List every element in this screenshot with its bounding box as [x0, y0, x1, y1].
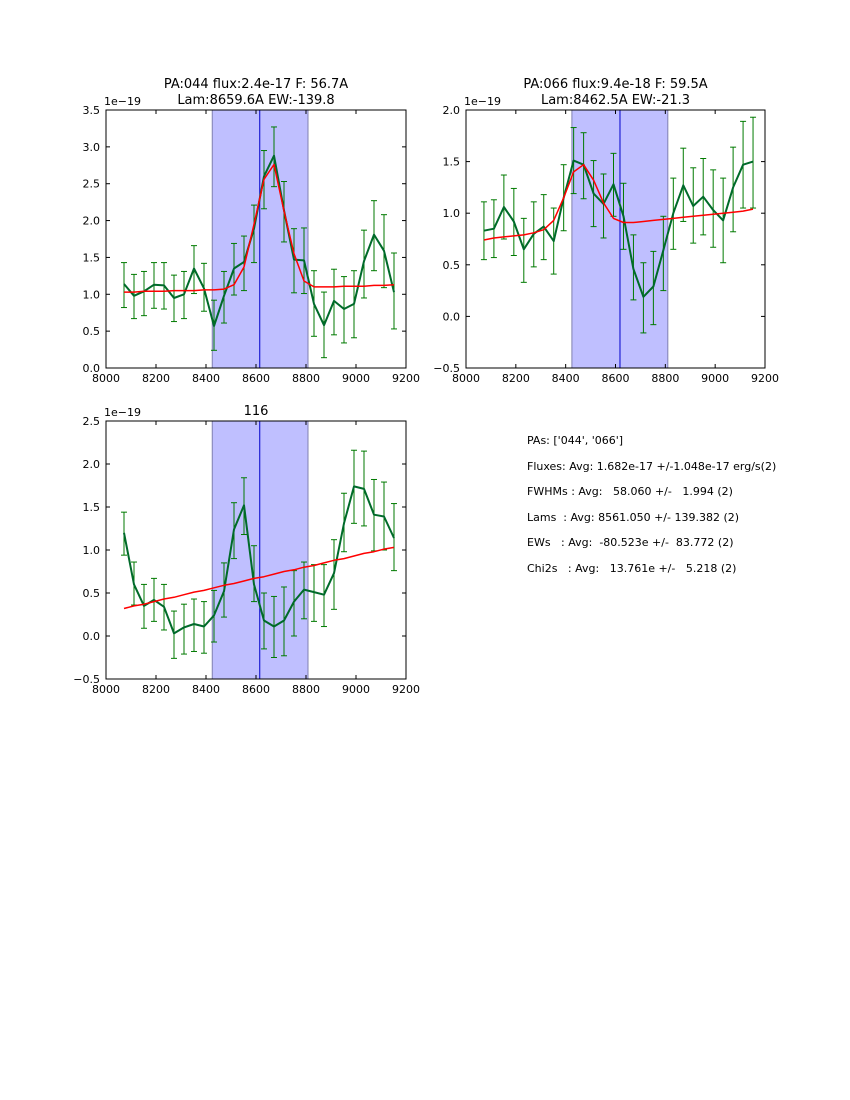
stats-fluxes: Fluxes: Avg: 1.682e-17 +/-1.048e-17 erg/…	[527, 459, 777, 473]
series-flux-line	[123, 485, 395, 635]
x-tick-label: 8600	[602, 372, 630, 385]
stats-chi2s: Chi2s : Avg: 13.761e +/- 5.218 (2)	[527, 561, 737, 575]
y-tick-label: 1.5	[83, 501, 101, 514]
error-bar	[600, 173, 607, 239]
stats-ews: EWs : Avg: -80.523e +/- 83.772 (2)	[527, 536, 734, 550]
x-tick-label: 9000	[342, 372, 370, 385]
y-tick-label: 1.0	[83, 544, 101, 557]
error-bar	[291, 228, 297, 294]
x-tick-label: 8800	[292, 683, 320, 696]
y-tick-label: 3.5	[83, 104, 101, 117]
y-tick-label: 0.0	[83, 362, 101, 375]
error-bar	[251, 204, 257, 264]
series-flux-line	[483, 159, 754, 298]
x-tick-label: 8400	[192, 683, 220, 696]
y-tick-label: 0.0	[83, 630, 101, 643]
y-tick-label: 2.5	[83, 415, 101, 428]
x-tick-label: 8200	[502, 372, 530, 385]
x-tick-label: 8000	[92, 372, 120, 385]
x-tick-label: 9200	[392, 683, 420, 696]
chart-title: Lam:8659.6A EW:-139.8	[177, 93, 334, 108]
chart-title: PA:044 flux:2.4e-17 F: 56.7A	[164, 77, 348, 92]
x-tick-label: 8400	[552, 372, 580, 385]
x-tick-label: 8000	[452, 372, 480, 385]
y-tick-label: 2.0	[443, 104, 461, 117]
stats-summary: PAs: ['044', '066'] Fluxes: Avg: 1.682e-…	[527, 434, 776, 588]
y-tick-label: 1.5	[443, 156, 461, 169]
y-tick-label: 0.5	[83, 587, 101, 600]
error-bar	[640, 262, 647, 334]
stats-lams: Lams : Avg: 8561.050 +/- 139.382 (2)	[527, 510, 740, 524]
y-tick-label: 0.0	[443, 310, 461, 323]
y-tick-label: 2.5	[83, 178, 101, 191]
chart-3: 8000 8200 8400 8600 8800 9000 9200 −0.5 0.0 0.5 1.…	[73, 404, 420, 696]
y-tick-label: 1.0	[83, 288, 101, 301]
y-offset-label: 1e−19	[104, 95, 141, 108]
series-fit-line	[124, 163, 395, 293]
y-tick-label: 1.0	[443, 207, 461, 220]
stats-fwhms: FWHMs : Avg: 58.060 +/- 1.994 (2)	[527, 485, 733, 499]
chart-1: 8000 8200 8400 8600 8800 9000 9200 0.0 0.5 1.0 1.5…	[83, 77, 421, 385]
error-bar	[520, 217, 527, 283]
chart-title: Lam:8462.5A EW:-21.3	[541, 93, 690, 108]
error-bar	[181, 603, 187, 655]
y-tick-label: 1.5	[83, 251, 101, 264]
y-tick-label: 0.5	[443, 259, 461, 272]
x-tick-label: 8800	[292, 372, 320, 385]
x-tick-label: 8600	[242, 372, 270, 385]
y-tick-label: −0.5	[73, 673, 100, 686]
x-tick-label: 9000	[701, 372, 729, 385]
error-bar	[141, 270, 147, 317]
error-bar	[251, 545, 257, 603]
error-bar	[241, 235, 247, 292]
x-tick-label: 8200	[142, 683, 170, 696]
x-tick-label: 9000	[342, 683, 370, 696]
y-offset-label: 1e−19	[464, 95, 501, 108]
x-tick-label: 9200	[751, 372, 779, 385]
x-tick-label: 9200	[392, 372, 420, 385]
x-tick-label: 8400	[192, 372, 220, 385]
error-bar	[171, 610, 177, 659]
y-tick-label: 2.0	[83, 215, 101, 228]
series-fit-line	[123, 546, 395, 610]
y-tick-label: 2.0	[83, 458, 101, 471]
chart-title: 116	[244, 404, 269, 419]
x-tick-label: 8800	[651, 372, 679, 385]
y-tick-label: 0.5	[83, 325, 101, 338]
y-tick-label: −0.5	[433, 362, 460, 375]
y-tick-label: 3.0	[83, 141, 101, 154]
y-offset-label: 1e−19	[104, 406, 141, 419]
error-bar	[191, 598, 197, 652]
chart-2: 8000 8200 8400 8600 8800 9000 9200 −0.5 0.0 0.5 1.…	[433, 77, 779, 385]
x-tick-label: 8600	[242, 683, 270, 696]
x-tick-label: 8000	[92, 683, 120, 696]
chart-title: PA:066 flux:9.4e-18 F: 59.5A	[523, 77, 707, 92]
series-fit-line	[483, 163, 754, 241]
error-bar	[650, 250, 657, 326]
x-tick-label: 8200	[142, 372, 170, 385]
stats-pas: PAs: ['044', '066']	[527, 434, 624, 447]
